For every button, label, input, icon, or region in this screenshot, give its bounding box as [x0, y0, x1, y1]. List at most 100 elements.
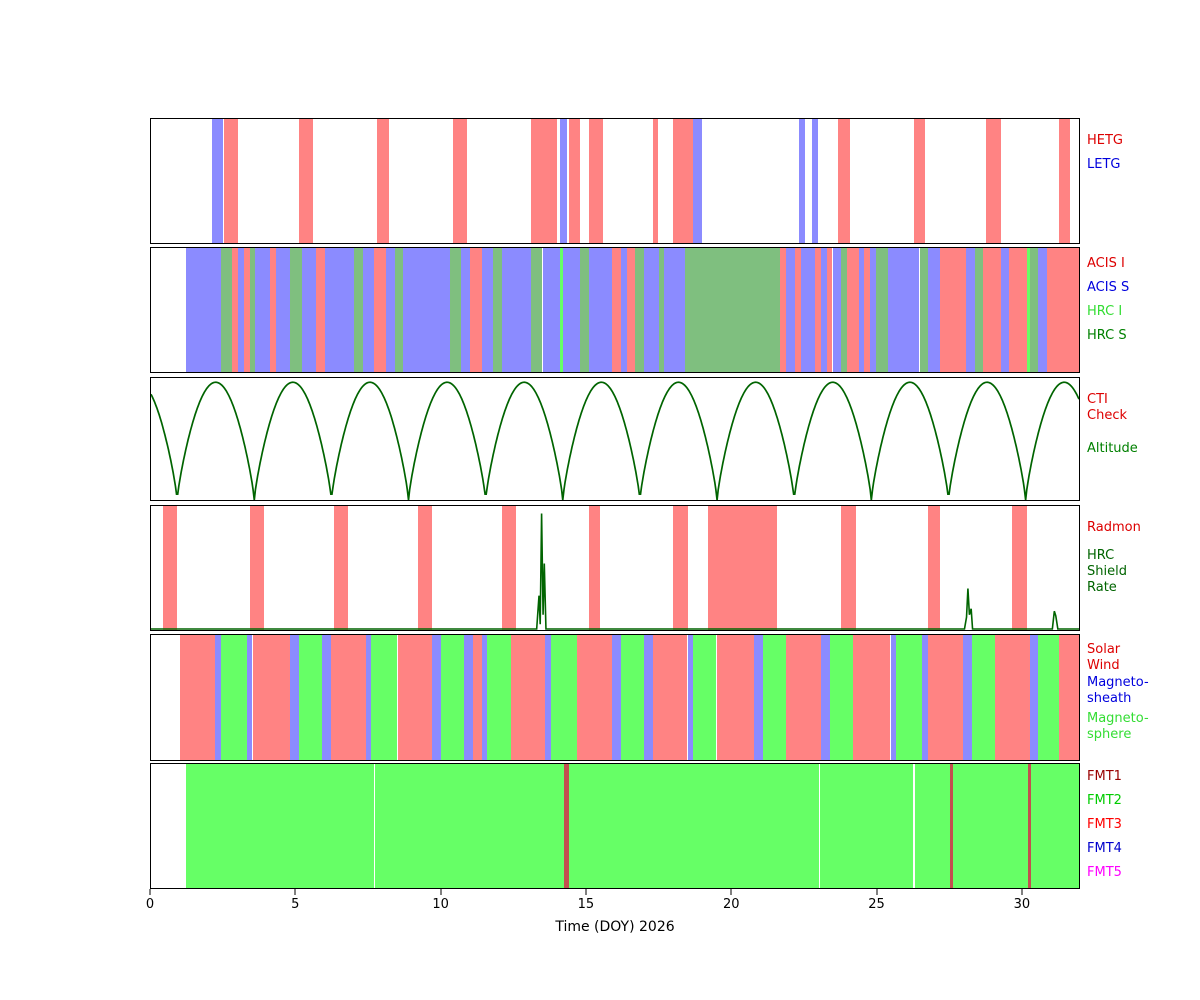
- panel-altitude: CTI Check Altitude: [150, 377, 1138, 501]
- band-hrc-s: [1029, 248, 1039, 372]
- legend-label-hetg: HETG: [1087, 133, 1124, 148]
- legend-label-radmon: Radmon: [1087, 520, 1141, 535]
- band-acis-s: [325, 248, 354, 372]
- band-radmon: [417, 506, 433, 630]
- band-solar-wind: [330, 635, 366, 760]
- radmon-legend: Radmon HRC Shield Rate: [1079, 506, 1200, 630]
- x-tick: [730, 889, 732, 895]
- band-solar-wind: [994, 635, 1030, 760]
- panel-telemetry-format: FMT1 FMT2 FMT3 FMT4 FMT5: [150, 763, 1122, 889]
- band-solar-wind: [928, 635, 963, 760]
- band-acis-i: [626, 248, 636, 372]
- band-magneto-sphere: [829, 635, 853, 760]
- legend-label-acis-s: ACIS S: [1087, 280, 1130, 295]
- band-acis-s: [238, 248, 244, 372]
- band-magneto-sphere: [693, 635, 717, 760]
- band-acis-s: [928, 248, 940, 372]
- band-solar-wind: [472, 635, 482, 760]
- band-solar-wind: [510, 635, 546, 760]
- band-solar-wind: [577, 635, 613, 760]
- legend-label-altitude: Altitude: [1087, 441, 1138, 456]
- band-solar-wind: [180, 635, 215, 760]
- band-acis-i: [243, 248, 250, 372]
- gratings-bands: [151, 119, 1079, 243]
- band-hetg: [568, 119, 581, 243]
- band-acis-i: [847, 248, 859, 372]
- band-hrc-s: [220, 248, 233, 372]
- band-magneto-sheath: [322, 635, 331, 760]
- band-acis-s: [786, 248, 795, 372]
- band-acis-s: [832, 248, 842, 372]
- band-hrc-s: [876, 248, 888, 372]
- band-acis-s: [562, 248, 581, 372]
- band-hrc-s: [354, 248, 363, 372]
- band-letg: [559, 119, 568, 243]
- band-radmon: [841, 506, 856, 630]
- x-tick: [876, 889, 878, 895]
- band-fmt2: [820, 764, 914, 888]
- band-solar-wind: [786, 635, 821, 760]
- band-letg: [812, 119, 818, 243]
- band-magneto-sheath: [365, 635, 372, 760]
- band-acis-s: [481, 248, 494, 372]
- band-acis-i: [1047, 248, 1079, 372]
- band-hetg: [588, 119, 604, 243]
- band-fmt2: [375, 764, 565, 888]
- band-acis-s: [362, 248, 375, 372]
- band-radmon: [707, 506, 778, 630]
- band-acis-s: [870, 248, 876, 372]
- band-acis-s: [620, 248, 627, 372]
- band-acis-i: [316, 248, 325, 372]
- band-acis-s: [301, 248, 317, 372]
- band-magneto-sheath: [1029, 635, 1039, 760]
- band-solar-wind: [252, 635, 291, 760]
- band-hrc-s: [841, 248, 847, 372]
- band-magneto-sheath: [687, 635, 694, 760]
- legend-label-fmt5: FMT5: [1087, 865, 1122, 880]
- band-fmt2: [914, 764, 950, 888]
- panel-gratings: HETG LETG: [150, 118, 1123, 244]
- band-fmt1: [564, 764, 569, 888]
- band-magneto-sheath: [963, 635, 972, 760]
- fmt-legend: FMT1 FMT2 FMT3 FMT4 FMT5: [1079, 764, 1200, 888]
- band-hrc-s: [290, 248, 302, 372]
- band-solar-wind: [716, 635, 755, 760]
- x-tick-label: 0: [145, 897, 155, 912]
- band-hrc-i: [1026, 248, 1030, 372]
- band-solar-wind: [652, 635, 688, 760]
- band-fmt2: [952, 764, 1029, 888]
- band-solar-wind: [397, 635, 433, 760]
- band-acis-i: [939, 248, 966, 372]
- band-acis-s: [965, 248, 975, 372]
- band-hetg: [652, 119, 659, 243]
- legend-label-hrc-s: HRC S: [1087, 328, 1127, 343]
- panel-solar-wind-regions: Solar Wind Magneto- sheath Magneto- sphere: [150, 634, 1149, 761]
- band-acis-s: [1038, 248, 1048, 372]
- band-hrc-s: [684, 248, 781, 372]
- band-acis-s: [501, 248, 531, 372]
- band-magneto-sheath: [890, 635, 897, 760]
- band-acis-i: [232, 248, 238, 372]
- band-acis-s: [588, 248, 613, 372]
- altitude-legend: CTI Check Altitude: [1079, 378, 1200, 500]
- band-acis-s: [820, 248, 827, 372]
- band-magneto-sheath: [820, 635, 830, 760]
- band-hrc-s: [635, 248, 644, 372]
- band-magneto-sheath: [922, 635, 929, 760]
- band-acis-s: [403, 248, 450, 372]
- band-hetg: [298, 119, 314, 243]
- band-hetg: [673, 119, 694, 243]
- band-magneto-sheath: [481, 635, 488, 760]
- x-tick-label: 25: [868, 897, 885, 912]
- legend-label-magneto-sphere: Magneto- sphere: [1087, 711, 1149, 742]
- band-acis-s: [275, 248, 291, 372]
- band-acis-s: [858, 248, 865, 372]
- band-magneto-sheath: [612, 635, 621, 760]
- band-solar-wind: [852, 635, 891, 760]
- band-fmt1: [1028, 764, 1032, 888]
- band-acis-i: [983, 248, 1001, 372]
- band-acis-s: [255, 248, 270, 372]
- band-radmon: [928, 506, 940, 630]
- band-acis-i: [780, 248, 787, 372]
- band-magneto-sphere: [971, 635, 995, 760]
